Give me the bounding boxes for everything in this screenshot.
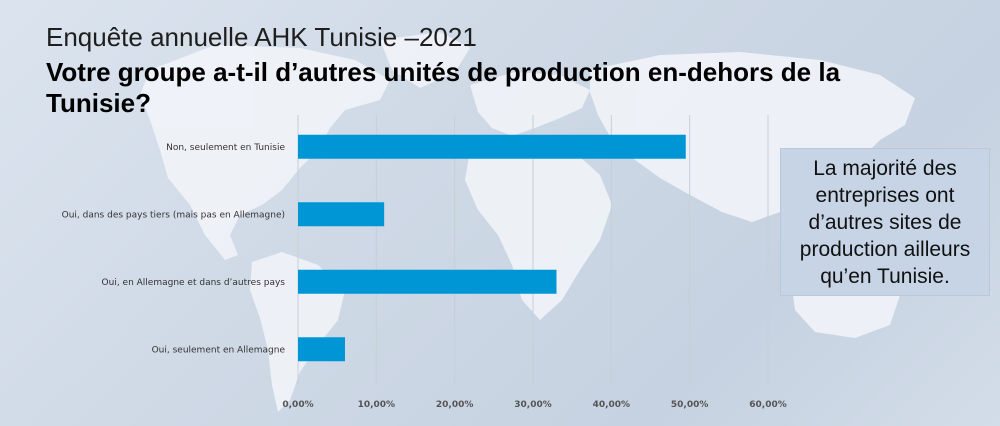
category-label: Non, seulement en Tunisie xyxy=(166,143,285,153)
bar xyxy=(298,134,686,159)
x-tick-label: 10,00% xyxy=(358,400,396,410)
summary-note-box: La majorité des entreprises ont d’autres… xyxy=(780,148,990,296)
bar xyxy=(298,337,345,362)
bar xyxy=(298,202,385,227)
x-tick-label: 0,00% xyxy=(282,400,313,410)
survey-subtitle: Enquête annuelle AHK Tunisie –2021 xyxy=(46,22,477,52)
category-label: Oui, seulement en Allemagne xyxy=(152,345,286,355)
category-label: Oui, dans des pays tiers (mais pas en Al… xyxy=(62,210,285,220)
bar xyxy=(298,269,557,294)
category-label: Oui, en Allemagne et dans d’autres pays xyxy=(102,278,286,288)
x-tick-label: 50,00% xyxy=(671,400,709,410)
chart-title: Votre groupe a-t-il d’autres unités de p… xyxy=(46,57,841,118)
summary-note-text: La majorité des entreprises ont d’autres… xyxy=(799,156,971,288)
x-tick-label: 30,00% xyxy=(514,400,552,410)
x-tick-label: 40,00% xyxy=(593,400,631,410)
x-tick-label: 20,00% xyxy=(436,400,474,410)
x-tick-label: 60,00% xyxy=(749,400,787,410)
